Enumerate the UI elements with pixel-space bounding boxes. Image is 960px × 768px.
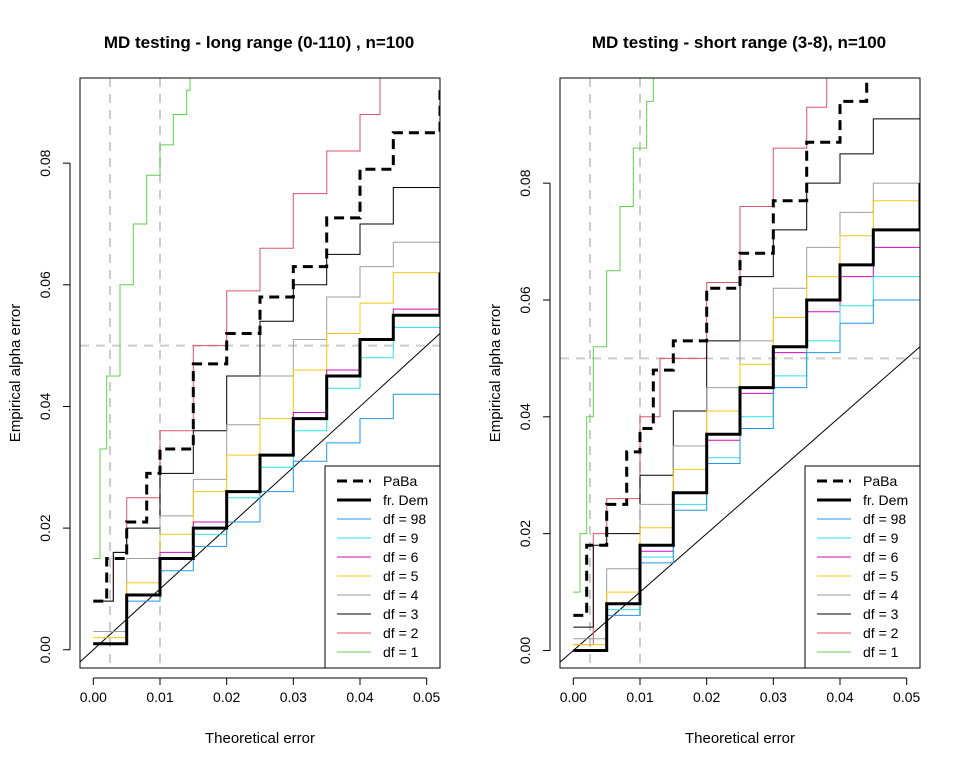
- x-tick-label: 0.05: [893, 689, 920, 705]
- y-tick-label: 0.06: [37, 271, 53, 298]
- x-tick-label: 0.00: [80, 689, 107, 705]
- y-tick-label: 0.04: [517, 403, 533, 430]
- y-tick-label: 0.00: [37, 636, 53, 663]
- legend-label: df = 1: [383, 644, 419, 660]
- legend-label: df = 3: [863, 606, 899, 622]
- x-tick-label: 0.03: [760, 689, 787, 705]
- legend-label: PaBa: [863, 473, 897, 489]
- legend-label: df = 4: [863, 587, 899, 603]
- y-tick-label: 0.02: [37, 514, 53, 541]
- y-axis-label: Empirical alpha error: [487, 304, 504, 442]
- y-tick-label: 0.06: [517, 286, 533, 313]
- legend-label: fr. Dem: [863, 492, 908, 508]
- x-tick-label: 0.02: [693, 689, 720, 705]
- legend-label: df = 1: [863, 644, 899, 660]
- identity-line: [560, 346, 920, 663]
- plot-area: [560, 78, 920, 668]
- legend-label: df = 98: [383, 511, 426, 527]
- legend-label: df = 9: [383, 530, 419, 546]
- legend-label: df = 5: [383, 568, 419, 584]
- legend-label: df = 9: [863, 530, 899, 546]
- legend-label: df = 98: [863, 511, 906, 527]
- y-tick-label: 0.02: [517, 520, 533, 547]
- legend-label: df = 5: [863, 568, 899, 584]
- legend-label: df = 2: [863, 625, 899, 641]
- y-tick-label: 0.04: [37, 393, 53, 420]
- x-tick-label: 0.01: [146, 689, 173, 705]
- chart-title: MD testing - short range (3-8), n=100: [592, 33, 886, 52]
- x-tick-label: 0.04: [826, 689, 853, 705]
- legend-label: df = 3: [383, 606, 419, 622]
- x-tick-label: 0.02: [213, 689, 240, 705]
- series-line-fr-dem: [573, 183, 920, 652]
- y-tick-label: 0.08: [37, 149, 53, 176]
- legend-label: df = 4: [383, 587, 419, 603]
- legend-label: df = 6: [383, 549, 419, 565]
- x-axis-label: Theoretical error: [685, 730, 795, 747]
- plot-area: [80, 78, 440, 668]
- legend: PaBa fr. Dem df = 98 df = 9 df = 6 df = 5 df =…: [324, 465, 441, 669]
- legend-label: df = 2: [383, 625, 419, 641]
- identity-line: [80, 332, 440, 663]
- x-tick-label: 0.04: [346, 689, 373, 705]
- x-axis-label: Theoretical error: [205, 730, 315, 747]
- y-tick-label: 0.00: [517, 637, 533, 664]
- chart-panel-1: MD testing - long range (0-110) , n=100 T…: [7, 33, 441, 747]
- plot-frame: [79, 77, 441, 669]
- chart-panel-2: MD testing - short range (3-8), n=100 The…: [487, 33, 921, 747]
- chart-title: MD testing - long range (0-110) , n=100: [104, 33, 414, 52]
- legend-label: fr. Dem: [383, 492, 428, 508]
- series-line-df-1: [573, 78, 654, 593]
- legend: PaBa fr. Dem df = 98 df = 9 df = 6 df = 5 df =…: [804, 465, 921, 669]
- y-axis-label: Empirical alpha error: [7, 304, 24, 442]
- plot-frame: [559, 77, 921, 669]
- y-tick-label: 0.08: [517, 169, 533, 196]
- x-tick-label: 0.01: [626, 689, 653, 705]
- series-line-paba: [93, 90, 440, 603]
- x-tick-label: 0.03: [280, 689, 307, 705]
- legend-label: PaBa: [383, 473, 417, 489]
- series-line-df-1: [93, 78, 191, 559]
- legend-label: df = 6: [863, 549, 899, 565]
- x-tick-label: 0.00: [560, 689, 587, 705]
- series-line-fr-dem: [93, 272, 440, 646]
- series-line-paba: [573, 78, 869, 617]
- x-tick-label: 0.05: [413, 689, 440, 705]
